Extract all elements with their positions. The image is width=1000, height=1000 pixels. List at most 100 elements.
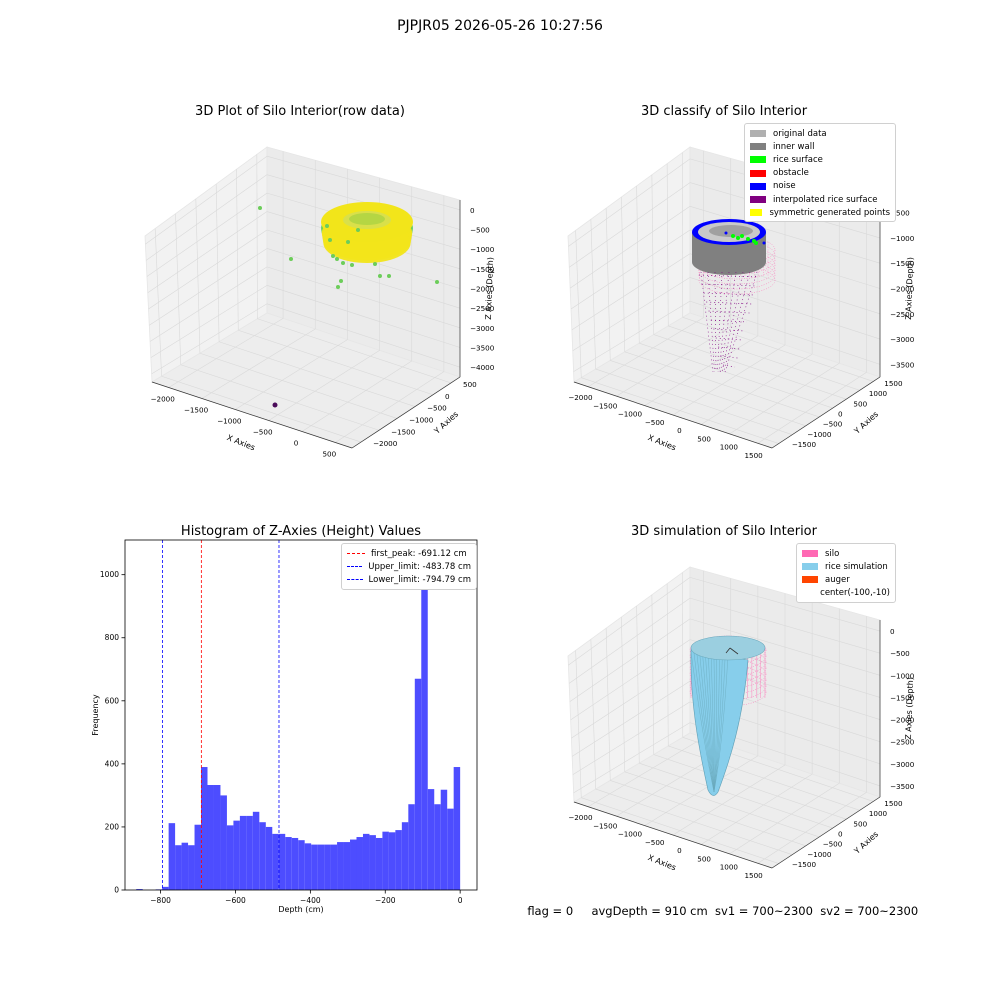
histogram-bar [356, 837, 363, 890]
plot4-z-tick: −1000 [890, 671, 915, 680]
histogram-bar [317, 844, 325, 890]
plot2-interpolated-line [700, 271, 714, 373]
plot4-x-tick: 500 [697, 854, 711, 863]
plot1-z-tick: −500 [470, 226, 490, 235]
plot1-point [258, 206, 262, 210]
histogram-frame [124, 539, 478, 891]
histogram-x-tick: −400 [300, 896, 321, 905]
histogram-bar [324, 844, 331, 890]
plot2-x-tick: 0 [677, 426, 682, 435]
legend-label: noise [773, 181, 796, 192]
histogram-bar [337, 842, 344, 890]
histogram-bar [201, 767, 208, 890]
rice-simulation-mesh [713, 651, 720, 793]
center-marker [725, 647, 739, 655]
histogram-bar [175, 845, 182, 890]
silo-ring [689, 641, 767, 671]
plot2-interpolated-line [715, 337, 743, 341]
silo-ring [689, 677, 767, 707]
histogram-bar [188, 845, 195, 890]
histogram-bar [350, 839, 357, 890]
legend-swatch [802, 550, 818, 558]
plot1-point [350, 263, 354, 267]
plot2-x-tick: −1500 [593, 401, 618, 410]
plot2-rice-surface-point [731, 234, 735, 238]
histogram-bar [259, 822, 266, 890]
plot2-y-tick: 0 [838, 410, 843, 419]
plot2-zlabel: Z Axies (Depth) [904, 257, 915, 320]
plot4-x-tick: −1500 [593, 821, 618, 830]
plot4-legend-entry: center(-100,-10) [802, 587, 890, 600]
legend-swatch [347, 566, 363, 568]
histogram-bar [181, 842, 189, 890]
plot3-title: Histogram of Z-Axies (Height) Values [180, 524, 422, 539]
histogram-y-tick: 600 [105, 696, 120, 705]
plot4-simulation [689, 635, 767, 796]
plot1-outlier-point [272, 402, 278, 408]
plot4-legend-entry: rice simulation [802, 560, 890, 573]
plot1-y-tick: −2000 [373, 439, 398, 448]
plot2-interpolated-line [724, 271, 758, 373]
silo-ring [689, 635, 767, 665]
avg-depth-text: avgDepth = 910 cm [591, 904, 708, 918]
legend-swatch [750, 143, 766, 151]
plot2-x-tick: −2000 [568, 393, 593, 402]
plot4-x-tick: −500 [645, 838, 665, 847]
plot4-z-tick: −3000 [890, 760, 915, 769]
plot2-y-tick: −1500 [792, 440, 817, 449]
plot2-legend: original data inner wall rice surface obsta… [744, 123, 896, 223]
histogram-bar [343, 842, 351, 890]
histogram-bar [239, 815, 247, 890]
plot1-point [341, 261, 345, 265]
plot4-y-tick: 500 [853, 819, 867, 828]
plot2-legend-entry: obstacle [750, 167, 890, 180]
plot2-z-tick: −500 [890, 209, 910, 218]
legend-label: Upper_limit: -483.78 cm [368, 561, 471, 572]
plot1-x-tick: −500 [253, 428, 273, 437]
legend-swatch [347, 553, 365, 555]
plot4-legend: silo rice simulation auger center(-100,-10) [796, 543, 896, 603]
histogram-y-tick: 0 [114, 886, 119, 895]
flag-text: flag = 0 [527, 904, 574, 918]
plot2-legend-entry: inner wall [750, 140, 890, 153]
plot1-x-tick: 500 [322, 450, 336, 459]
plot1-title: 3D Plot of Silo Interior(row data) [195, 104, 405, 119]
plot3-legend-entry: first_peak: -691.12 cm [347, 547, 471, 560]
plot1-point [378, 274, 382, 278]
plot4-x-tick: −2000 [568, 813, 593, 822]
plot4-zlabel: Z Axies (Depth) [904, 677, 915, 740]
plot3-histogram: −800 −600 −400 −200 0 0 200 400 600 800 1000 Depth … [91, 539, 478, 914]
legend-label: interpolated rice surface [773, 194, 878, 205]
plot1-point [339, 279, 343, 283]
plot1-z-tick: −4000 [470, 363, 495, 372]
histogram-x-tick: 0 [458, 896, 463, 905]
histogram-x-tick: −600 [225, 896, 246, 905]
plot4-xlabel: X Axies [647, 853, 678, 872]
legend-swatch [750, 130, 766, 138]
plot1-y-tick: 0 [445, 392, 450, 401]
plot4-z-tick: −2500 [890, 738, 915, 747]
plot4-legend-entry: auger [802, 573, 890, 586]
plot1-z-tick: −2000 [470, 285, 495, 294]
rice-simulation-top [690, 635, 766, 661]
plot2-interpolated-line [718, 271, 730, 373]
rice-simulation-mesh [705, 651, 715, 793]
silo-ring [689, 671, 767, 701]
histogram-y-tick: 200 [105, 822, 120, 831]
histogram-bar [278, 833, 286, 890]
histogram-bar [220, 795, 227, 890]
plot1-point [336, 285, 340, 289]
silo-ring [689, 653, 767, 683]
plot1-z-tick: 0 [470, 206, 475, 215]
legend-swatch [347, 579, 363, 581]
plot4-title: 3D simulation of Silo Interior [631, 524, 817, 539]
legend-label: Lower_limit: -794.79 cm [368, 574, 471, 585]
plot1-z-tick: −3500 [470, 344, 495, 353]
plot4-x-tick: 1500 [744, 871, 763, 880]
histogram-bar [375, 837, 383, 890]
plot2-legend-entry: noise [750, 180, 890, 193]
histogram-bar [194, 824, 202, 890]
silo-ring [689, 665, 767, 695]
histogram-y-tick: 400 [105, 759, 120, 768]
plot2-y-tick: 500 [853, 399, 867, 408]
